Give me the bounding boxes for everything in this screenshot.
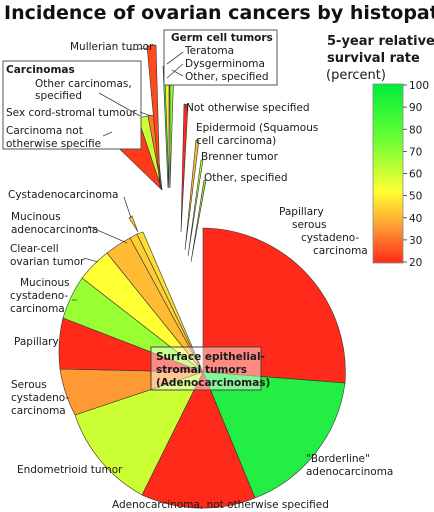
legend-tick-label: 70: [409, 146, 422, 158]
carcinomas-group: Carcinomas Other carcinomas, specified S…: [2, 60, 142, 150]
label-mucinous-adeno: Mucinous: [11, 211, 61, 223]
label-serous: Serous: [11, 379, 47, 391]
slice-endometrioid: [74, 371, 204, 496]
label-endometrioid: Endometrioid tumor: [17, 464, 123, 476]
legend-ticks: 100 90 80 70 60 50 40 30 20: [403, 80, 429, 269]
survival-legend: 5-year relative survival rate (percent) …: [326, 34, 434, 269]
diagram-title: Incidence of ovarian cancers by histopat…: [4, 2, 434, 24]
label-papillary-serous-2: serous: [292, 219, 327, 231]
wedge-mullerian: [146, 44, 161, 189]
label-serous-2: cystadeno-: [11, 392, 69, 404]
slice-papillary-serous: [202, 227, 346, 384]
wedge-epidermoid: [184, 139, 200, 251]
label-epidermoid: Epidermoid (Squamous: [196, 122, 318, 134]
slice-small-a: [136, 231, 204, 373]
label-brenner: Brenner tumor: [201, 151, 279, 163]
label-papillary: Papillary: [14, 336, 59, 348]
wedge-not-otherwise: [180, 103, 189, 233]
germ-cell-title: Germ cell tumors: [171, 32, 273, 44]
label-other-carcinomas: Other carcinomas,: [35, 78, 132, 90]
label-clear-cell: Clear-cell: [10, 243, 59, 255]
label-germ-other: Other, specified: [185, 71, 269, 83]
surface-title-2: stromal tumors: [156, 364, 247, 376]
label-mullerian: Mullerian tumor: [70, 41, 154, 53]
legend-tick-label: 80: [409, 124, 422, 136]
legend-title-1: 5-year relative: [327, 34, 434, 49]
label-papillary-serous-3: cystadeno-: [301, 232, 359, 244]
label-mucinous-adeno-2: adenocarcinoma: [11, 224, 98, 236]
surface-box: [150, 346, 262, 391]
legend-tick-label: 50: [409, 191, 422, 203]
label-papillary-serous: Papillary: [279, 206, 324, 218]
label-borderline: "Borderline": [306, 453, 370, 465]
legend-color-bar: [372, 83, 404, 264]
legend-tick-label: 20: [409, 257, 422, 269]
legend-unit: (percent): [326, 68, 386, 83]
label-other-carcinomas-2: specified: [35, 90, 82, 102]
germ-cell-group: Germ cell tumors Teratoma Dysgerminoma O…: [163, 29, 278, 86]
label-adeno-nos: Adenocarcinoma, not otherwise specified: [112, 499, 329, 511]
surface-title-1: Surface epithelial-: [156, 351, 265, 363]
label-other-specified: Other, specified: [204, 172, 288, 184]
label-cystadenocarcinoma: Cystadenocarcinoma: [8, 189, 119, 201]
label-mucinous-cyst-3: carcinoma: [10, 303, 65, 315]
leader-lines: [72, 47, 187, 301]
legend-tick-label: 30: [409, 235, 422, 247]
label-carcinoma-nos: Carcinoma not: [6, 125, 83, 137]
label-papillary-serous-4: carcinoma: [313, 245, 368, 257]
legend-tick-label: 60: [409, 169, 422, 181]
surface-title-3: (Adenocarcinomas): [156, 377, 270, 389]
wedge-brenner: [187, 159, 204, 257]
label-teratoma: Teratoma: [184, 45, 234, 57]
label-sex-cord: Sex cord-stromal tumour: [6, 107, 137, 119]
label-dysgerminoma: Dysgerminoma: [185, 58, 265, 70]
label-mucinous-cyst-2: cystadeno-: [10, 290, 68, 302]
slice-borderline: [202, 371, 346, 499]
carcinomas-box: [2, 60, 142, 150]
wedge-small-cyst: [128, 215, 139, 233]
surface-epithelial-box: Surface epithelial- stromal tumors (Aden…: [150, 346, 270, 391]
label-serous-3: carcinoma: [11, 405, 66, 417]
wedge-other-specified: [190, 179, 207, 263]
label-mucinous-cyst: Mucinous: [20, 277, 70, 289]
label-clear-cell-2: ovarian tumor: [10, 256, 85, 268]
surface-epithelial-pie: [58, 227, 346, 509]
label-epidermoid-2: cell carcinoma): [196, 135, 276, 147]
carcinomas-title: Carcinomas: [6, 64, 75, 76]
slice-adeno-nos: [141, 371, 256, 509]
label-borderline-2: adenocarcinoma: [306, 466, 393, 478]
legend-tick-label: 90: [409, 102, 422, 114]
label-carcinoma-nos-2: otherwise specifie: [6, 138, 101, 150]
legend-tick-label: 40: [409, 213, 422, 225]
label-not-otherwise: Not otherwise specified: [186, 102, 310, 114]
legend-title-2: survival rate: [327, 51, 420, 66]
legend-tick-label: 100: [409, 80, 429, 92]
